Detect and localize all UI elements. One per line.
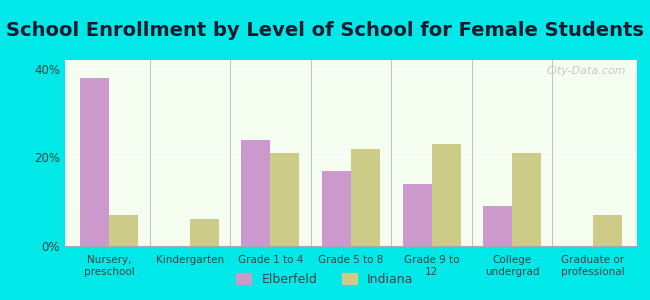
Text: School Enrollment by Level of School for Female Students: School Enrollment by Level of School for… — [6, 21, 644, 40]
Bar — [81, 78, 109, 246]
Bar — [402, 184, 432, 246]
Bar — [190, 219, 219, 246]
Bar — [109, 215, 138, 246]
Legend: Elberfeld, Indiana: Elberfeld, Indiana — [231, 268, 419, 291]
Bar — [512, 153, 541, 246]
Bar — [241, 140, 270, 246]
Text: City-Data.com: City-Data.com — [546, 66, 625, 76]
Bar — [432, 144, 461, 246]
Bar — [483, 206, 512, 246]
Bar — [593, 215, 621, 246]
Bar — [351, 148, 380, 246]
Bar — [270, 153, 300, 246]
Bar — [322, 171, 351, 246]
